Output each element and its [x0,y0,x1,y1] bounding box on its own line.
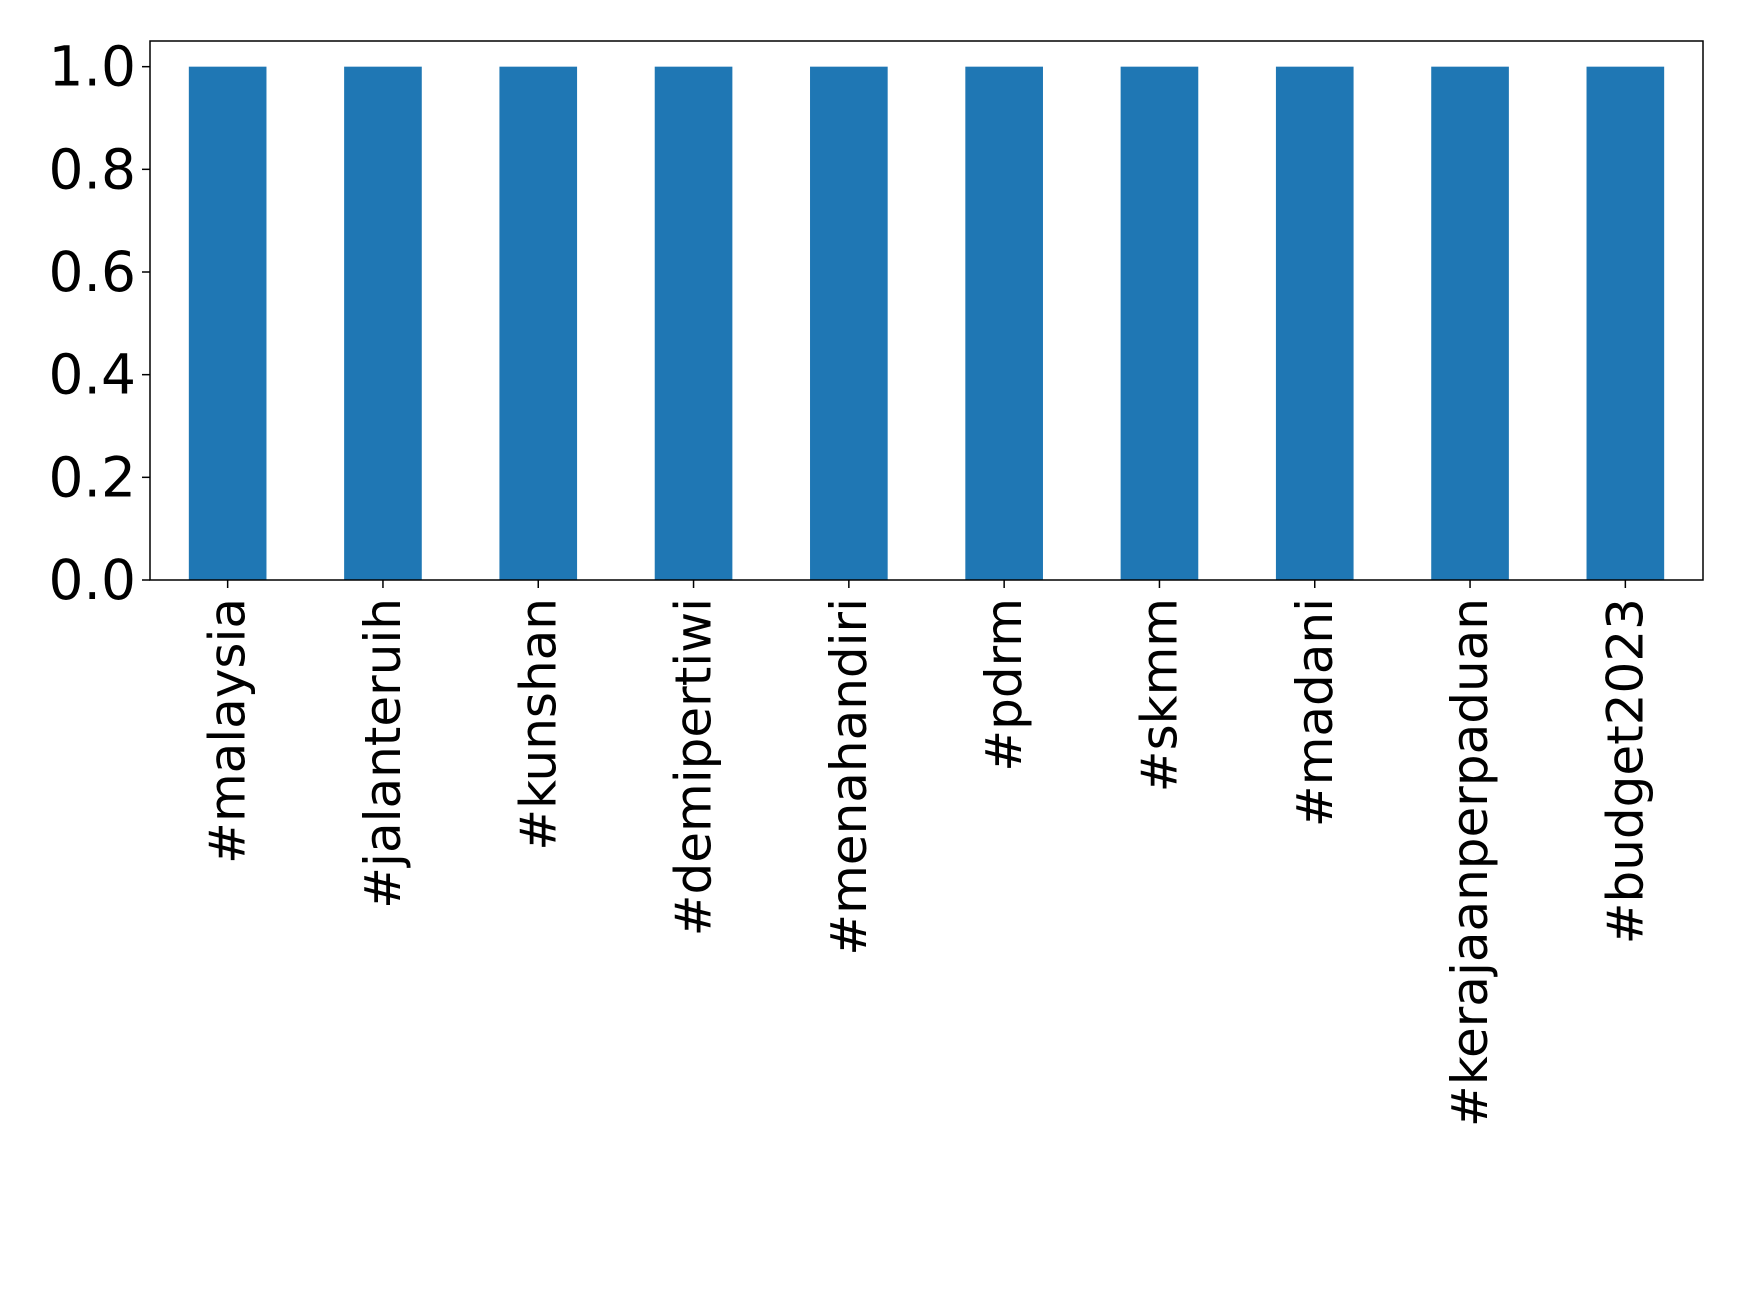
bar [499,66,578,580]
y-tick-label: 0.2 [49,445,136,509]
x-tick-label: #skmm [1130,598,1188,792]
bar [344,66,422,580]
x-tick-label: #kunshan [509,598,567,851]
plot-frame [149,40,1704,581]
bar [654,66,733,580]
x-tick-label: #malaysia [199,598,257,864]
y-tick-label: 0.4 [49,343,136,407]
x-tick-label: #pdrm [975,598,1033,772]
x-tick-label: #madani [1286,598,1344,827]
bar [965,66,1043,580]
y-tick-label: 1.0 [49,35,136,99]
y-tick-label: 0.6 [49,240,136,304]
bar [1431,66,1509,580]
bar [810,66,888,580]
bar [1275,66,1354,580]
x-tick-label: #kerajaanperpaduan [1441,598,1499,1127]
x-tick-label: #jalanteruih [354,598,412,909]
x-tick-label: #budget2023 [1596,598,1654,944]
y-axis: 0.0 0.2 0.4 0.6 0.8 1.0 [49,35,150,612]
bars-group [188,66,1665,580]
y-tick-label: 0.8 [49,137,136,201]
bar [1586,66,1665,580]
x-axis: #malaysia #jalanteruih #kunshan #demipertiw… [199,580,1654,1127]
bar [1120,66,1199,580]
y-tick-label: 0.0 [49,548,136,612]
bar [188,66,267,580]
x-tick-label: #menahandiri [820,598,878,956]
x-tick-label: #demipertiwi [665,598,723,936]
